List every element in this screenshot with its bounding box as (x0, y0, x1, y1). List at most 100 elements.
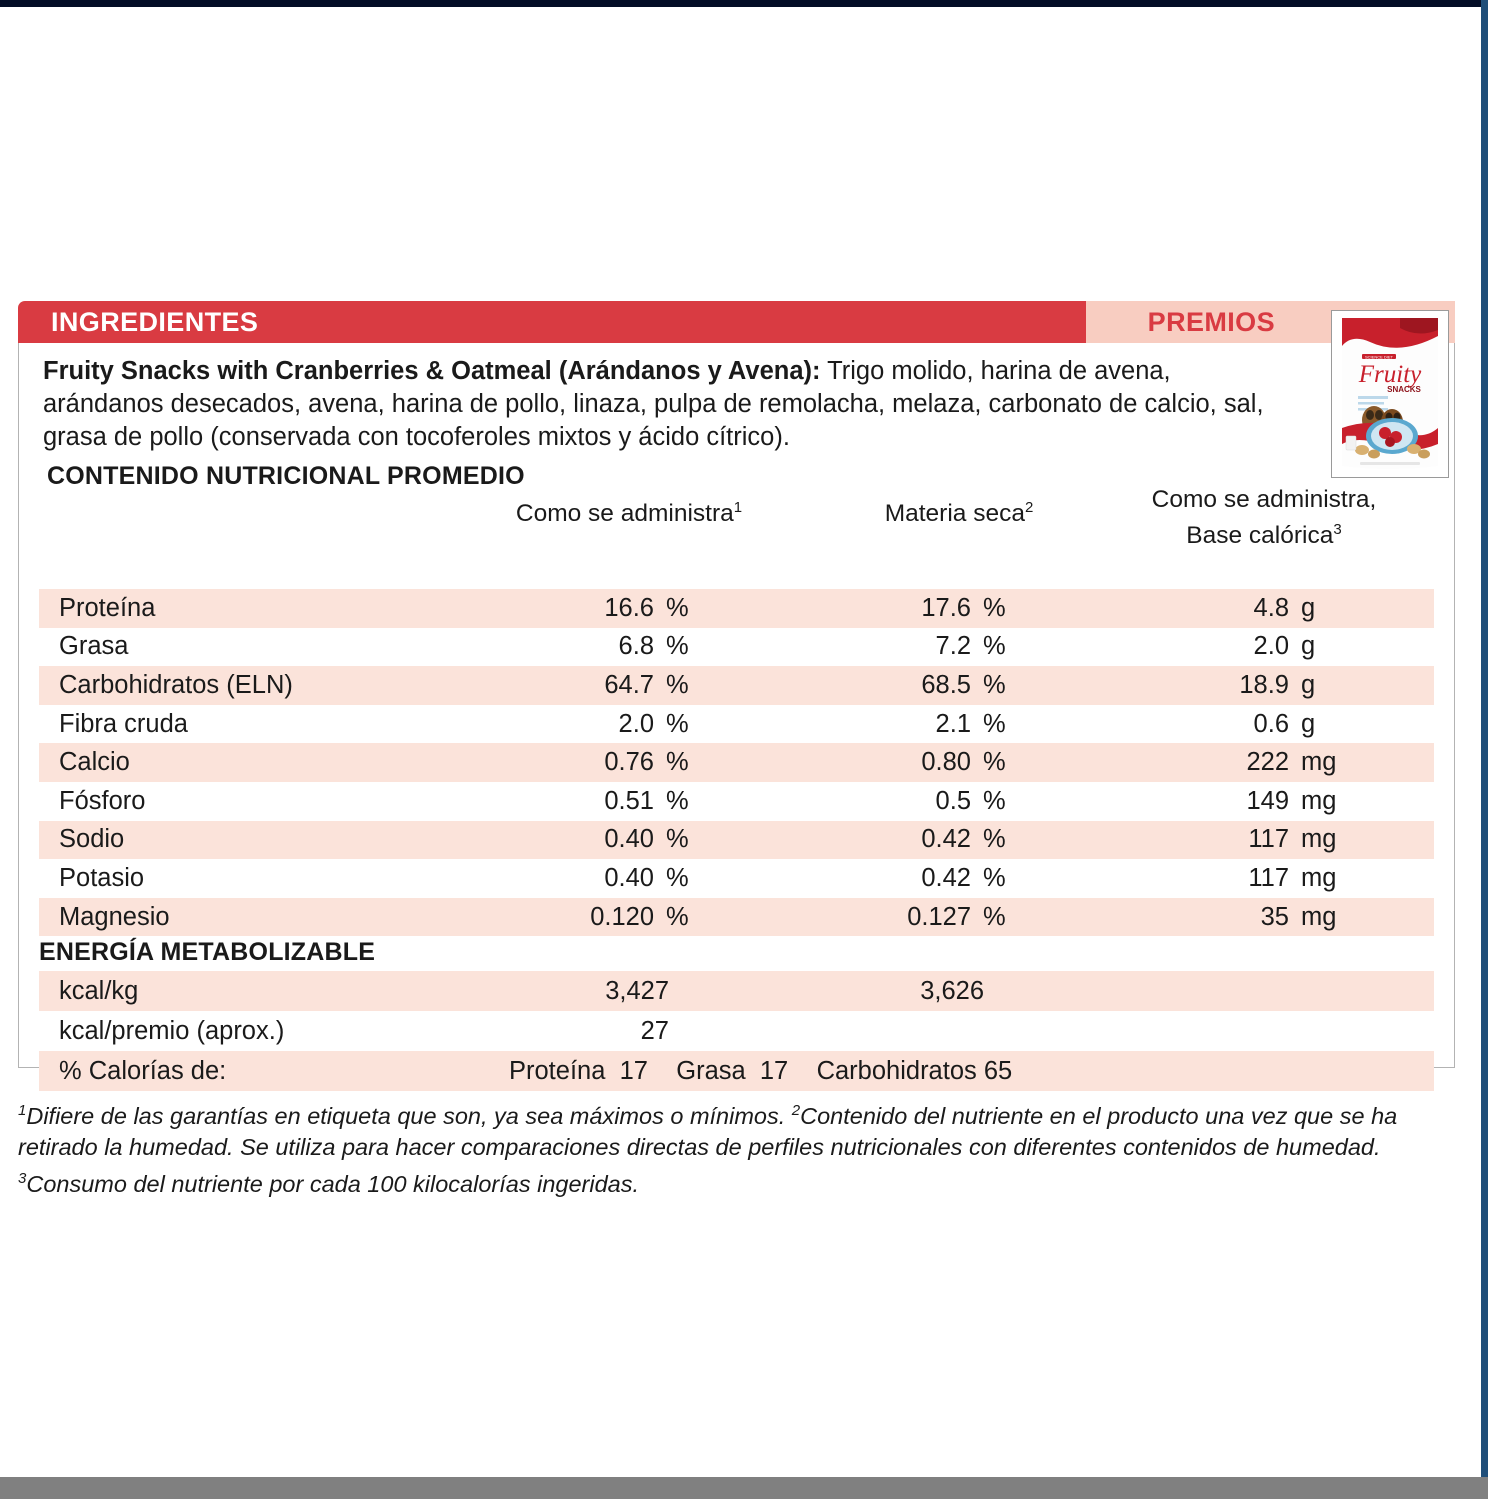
nutrient-as-fed-value: 64.7 (604, 670, 654, 699)
panel-body: SCIENCE DIET Fruity SNACKS (18, 310, 1455, 1091)
nutrient-caloric-value: 117 (1248, 863, 1289, 892)
nutrient-dry-value: 7.2 (935, 632, 971, 661)
nutrient-caloric-unit: g (1301, 709, 1316, 738)
column-header-caloric-basis-line2: Base calórica (1186, 522, 1334, 550)
nutrient-caloric-value: 149 (1246, 786, 1289, 815)
ingredientes-title: INGREDIENTES (51, 306, 259, 337)
panel-header: INGREDIENTES PREMIOS (18, 301, 1455, 343)
table-row: Potasio 0.40 % 0.42 % 117 mg (39, 859, 1434, 898)
nutrient-as-fed-unit: % (666, 825, 689, 854)
nutrient-caloric-value: 0.6 (1253, 709, 1289, 738)
footnote-1-marker: 1 (18, 1102, 27, 1119)
nutrient-as-fed-value: 6.8 (618, 632, 654, 661)
energy-kcal-premio-value: 27 (640, 1016, 669, 1045)
nutrient-as-fed-value: 0.120 (590, 902, 654, 931)
energy-kcal-kg-as-fed: 3,427 (605, 976, 669, 1005)
footnote-1-text: Difiere de las garantías en etiqueta que… (26, 1102, 792, 1129)
nutrient-caloric-value: 117 (1248, 825, 1289, 854)
column-header-as-fed-label: Como se administra (515, 500, 734, 528)
nutrient-caloric-unit: mg (1301, 786, 1337, 815)
nutrient-as-fed-value: 2.0 (618, 709, 654, 738)
nutrient-name: Proteína (59, 593, 156, 622)
nutrient-as-fed-unit: % (666, 593, 689, 622)
nutrition-section-heading: CONTENIDO NUTRICIONAL PROMEDIO (47, 462, 525, 490)
nutrient-caloric-unit: mg (1301, 748, 1337, 777)
nutrient-caloric-value: 4.8 (1253, 593, 1289, 622)
nutrient-name: Potasio (59, 863, 145, 892)
nutrient-caloric-value: 18.9 (1239, 670, 1289, 699)
nutrient-dry-value: 0.5 (935, 786, 971, 815)
product-image-frame: SCIENCE DIET Fruity SNACKS (1331, 310, 1449, 478)
nutrient-name: Fibra cruda (59, 709, 188, 738)
ingredientes-header-bar: INGREDIENTES (18, 301, 1086, 343)
column-header-dry-matter-footnote: 2 (1024, 499, 1034, 516)
nutrient-as-fed-unit: % (666, 670, 689, 699)
footnote-3-text: Consumo del nutriente por cada 100 kiloc… (26, 1170, 640, 1197)
svg-text:SCIENCE DIET: SCIENCE DIET (1365, 355, 1394, 360)
nutrient-dry-value: 0.42 (921, 825, 971, 854)
nutrient-dry-unit: % (983, 593, 1006, 622)
nutrient-as-fed-value: 0.40 (604, 863, 654, 892)
footnote-3-marker: 3 (18, 1169, 27, 1187)
table-row: kcal/kg 3,427 3,626 (39, 971, 1434, 1011)
nutrient-as-fed-unit: % (666, 786, 689, 815)
nutrient-as-fed-unit: % (666, 709, 689, 738)
svg-text:SNACKS: SNACKS (1387, 385, 1421, 394)
column-header-dry-matter: Materia seca2 (809, 493, 1109, 529)
nutrient-caloric-value: 222 (1246, 748, 1289, 777)
nutrient-name: Magnesio (59, 902, 170, 931)
nutrient-caloric-unit: mg (1301, 825, 1337, 854)
calories-breakdown: Proteína 17 Grasa 17 Carbohidratos 65 (509, 1056, 1013, 1085)
nutrient-caloric-unit: g (1301, 632, 1316, 661)
svg-text:Fruity: Fruity (1358, 361, 1422, 388)
nutrient-caloric-unit: mg (1301, 863, 1337, 892)
nutrient-as-fed-unit: % (666, 902, 689, 931)
page-canvas: INGREDIENTES PREMIOS SCIENCE DIET Fruity… (0, 7, 1473, 1477)
nutrient-dry-value: 0.80 (921, 748, 971, 777)
nutrient-dry-unit: % (983, 786, 1006, 815)
calories-from-label: % Calorías de: (59, 1056, 227, 1085)
table-row: Sodio 0.40 % 0.42 % 117 mg (39, 820, 1434, 860)
table-row: Magnesio 0.120 % 0.127 % 35 mg (39, 897, 1434, 937)
energy-kcal-kg-label: kcal/kg (59, 976, 139, 1005)
energy-section-heading: ENERGÍA METABOLIZABLE (39, 938, 376, 966)
nutrient-dry-value: 68.5 (921, 670, 971, 699)
column-header-dry-matter-label: Materia seca (884, 500, 1025, 528)
page-top-border (0, 0, 1488, 7)
ingredients-paragraph: Fruity Snacks with Cranberries & Oatmeal… (43, 355, 1283, 454)
ingredients-body: Trigo molido, harina de avena, arándanos… (43, 357, 1264, 451)
nutrient-name: Fósforo (59, 786, 146, 815)
nutrient-as-fed-value: 0.40 (604, 825, 654, 854)
nutrient-dry-unit: % (983, 748, 1006, 777)
nutrient-name: Sodio (59, 825, 125, 854)
nutrient-dry-unit: % (983, 632, 1006, 661)
table-row: Proteína 16.6 % 17.6 % 4.8 g (39, 589, 1434, 628)
premios-title: PREMIOS (1147, 306, 1275, 337)
nutrient-dry-value: 2.1 (935, 709, 971, 738)
nutrient-dry-unit: % (983, 670, 1006, 699)
column-header-caloric-basis-line1: Como se administra, (1151, 486, 1377, 513)
page-bottom-bar (0, 1477, 1488, 1499)
table-row: Fibra cruda 2.0 % 2.1 % 0.6 g (39, 705, 1434, 744)
nutrient-dry-unit: % (983, 709, 1006, 738)
nutrient-caloric-value: 35 (1260, 902, 1289, 931)
nutrient-caloric-value: 2.0 (1253, 632, 1289, 661)
nutrient-as-fed-unit: % (666, 863, 689, 892)
nutrient-caloric-unit: g (1301, 593, 1316, 622)
nutrient-as-fed-unit: % (666, 632, 689, 661)
column-header-caloric-basis-footnote: 3 (1333, 521, 1342, 538)
product-bag-image: SCIENCE DIET Fruity SNACKS (1340, 316, 1440, 472)
nutrient-name: Calcio (59, 748, 130, 777)
column-header-as-fed-footnote: 1 (733, 499, 743, 516)
column-header-as-fed: Como se administra1 (449, 493, 809, 529)
nutrient-dry-value: 0.127 (907, 902, 971, 931)
page-right-border (1481, 0, 1488, 1499)
nutrient-dry-unit: % (983, 825, 1006, 854)
nutrient-as-fed-value: 0.51 (604, 786, 654, 815)
nutrient-name: Grasa (59, 632, 129, 661)
table-row: Calcio 0.76 % 0.80 % 222 mg (39, 743, 1434, 782)
footnote-2-marker: 2 (791, 1102, 801, 1119)
table-row: Fósforo 0.51 % 0.5 % 149 mg (39, 782, 1434, 821)
energy-table: kcal/kg 3,427 3,626 kcal/premio (aprox.)… (39, 971, 1434, 1091)
table-row: kcal/premio (aprox.) 27 (39, 1011, 1434, 1051)
